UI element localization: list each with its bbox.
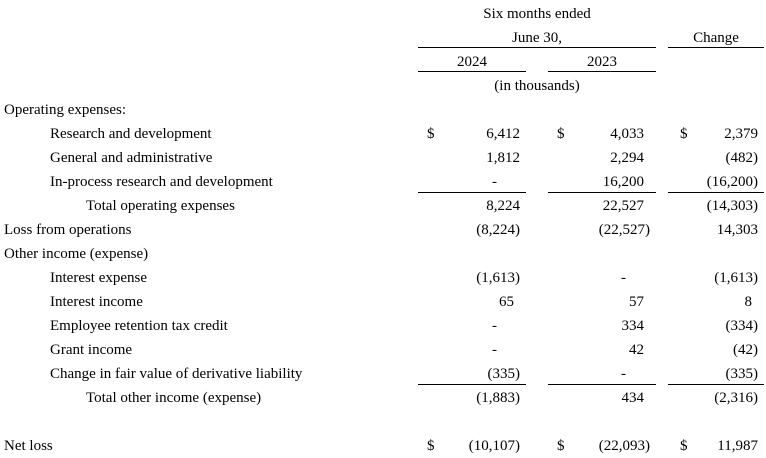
value-2023: -: [621, 366, 626, 382]
value-change: 11,987: [717, 438, 758, 454]
value-change: (335): [725, 366, 759, 382]
subtotal-rule: [548, 384, 656, 385]
value-2023: 2,294: [610, 150, 644, 166]
subtotal-rule: [668, 192, 764, 193]
value-2024: 6,412: [486, 126, 520, 142]
value-2024: (335): [487, 366, 521, 382]
value-2023: (22,093): [598, 438, 650, 454]
value-2024: -: [492, 342, 497, 358]
value-change: (334): [725, 318, 759, 334]
dollar-sign: $: [427, 126, 435, 142]
value-2024: (8,224): [476, 222, 520, 238]
value-2024: (10,107): [468, 438, 520, 454]
change-header-rule: [668, 47, 764, 48]
value-change: (1,613): [714, 270, 758, 286]
subtotal-rule: [668, 384, 764, 385]
year-2024-header: 2024: [457, 54, 487, 70]
dollar-sign: $: [680, 126, 688, 142]
row-label-interest-expense: Interest expense: [50, 270, 148, 286]
value-2023: 57: [629, 294, 644, 310]
value-2024: 8,224: [486, 198, 520, 214]
value-2023: 434: [621, 390, 645, 406]
row-label-ertc: Employee retention tax credit: [50, 318, 228, 334]
value-change: 8: [744, 294, 753, 310]
value-change: (14,303): [706, 198, 758, 214]
section-other-income: Other income (expense): [4, 246, 149, 262]
row-label-rd: Research and development: [50, 126, 212, 142]
value-change: (482): [725, 150, 759, 166]
year-2023-header: 2023: [587, 54, 617, 70]
value-change: 2,379: [724, 126, 758, 142]
value-2024: -: [492, 174, 497, 190]
value-2024: 1,812: [486, 150, 520, 166]
value-2024: (1,883): [476, 390, 520, 406]
value-2023: (22,527): [598, 222, 650, 238]
value-2023: 4,033: [610, 126, 644, 142]
value-2023: 334: [621, 318, 645, 334]
value-2024: 65: [499, 294, 514, 310]
subtotal-rule: [418, 384, 526, 385]
row-label-iprd: In-process research and development: [50, 174, 273, 190]
row-label-total-other: Total other income (expense): [86, 390, 262, 406]
units-note: (in thousands): [494, 78, 580, 94]
row-label-total-opex: Total operating expenses: [86, 198, 235, 214]
subtotal-rule: [548, 192, 656, 193]
subtotal-rule: [418, 192, 526, 193]
period-header-line2: June 30,: [512, 30, 562, 46]
value-change: (16,200): [706, 174, 758, 190]
value-change: (2,316): [714, 390, 758, 406]
row-label-loss-from-operations: Loss from operations: [4, 222, 132, 238]
value-2024: -: [492, 318, 497, 334]
year-2023-rule: [548, 71, 656, 72]
period-header-rule: [418, 47, 656, 48]
dollar-sign: $: [680, 438, 688, 454]
dollar-sign: $: [557, 438, 565, 454]
section-operating-expenses: Operating expenses:: [4, 102, 127, 118]
value-2024: (1,613): [476, 270, 520, 286]
row-label-derivative: Change in fair value of derivative liabi…: [50, 366, 303, 382]
value-change: 14,303: [716, 222, 758, 238]
row-label-ga: General and administrative: [50, 150, 213, 166]
row-label-grant-income: Grant income: [50, 342, 133, 358]
value-2023: -: [621, 270, 626, 286]
value-change: (42): [733, 342, 758, 358]
value-2023: 16,200: [602, 174, 644, 190]
change-header: Change: [693, 30, 739, 46]
dollar-sign: $: [427, 438, 435, 454]
year-2024-rule: [418, 71, 526, 72]
row-label-net-loss: Net loss: [4, 438, 53, 454]
value-2023: 42: [629, 342, 644, 358]
value-2023: 22,527: [602, 198, 644, 214]
row-label-interest-income: Interest income: [50, 294, 143, 310]
period-header-line1: Six months ended: [483, 6, 591, 22]
dollar-sign: $: [557, 126, 565, 142]
